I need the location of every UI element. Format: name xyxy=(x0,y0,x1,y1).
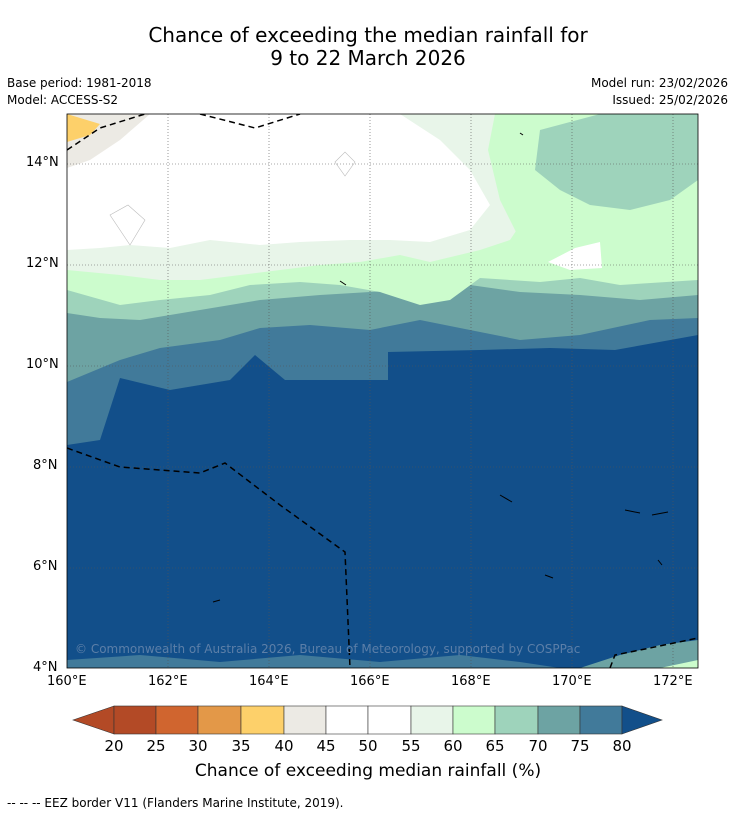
lon-tick-164e: 164°E xyxy=(249,674,289,689)
colorbar-label: 70 xyxy=(528,737,548,755)
region-50-e xyxy=(548,242,602,270)
colorbar-bin-60 xyxy=(452,705,496,735)
colorbar-bin-75 xyxy=(579,705,623,735)
lat-tick-14n: 14°N xyxy=(26,155,59,170)
colorbar-label: 50 xyxy=(358,737,378,755)
base-period: Base period: 1981-2018 xyxy=(7,76,152,90)
island-white-1 xyxy=(109,204,146,246)
colorbar-bin-40 xyxy=(283,705,327,735)
colorbar-label: 40 xyxy=(274,737,294,755)
lat-tick-10n: 10°N xyxy=(26,357,59,372)
colorbar-bin-20 xyxy=(113,705,157,735)
region-75-sw xyxy=(67,655,560,668)
region-35-nw xyxy=(67,114,100,142)
lat-tick-4n: 4°N xyxy=(33,660,58,675)
map-frame xyxy=(66,113,699,669)
colorbar xyxy=(72,705,663,735)
colorbar-label: 25 xyxy=(146,737,166,755)
chart-title-line2: 9 to 22 March 2026 xyxy=(270,46,466,70)
chart-title-line1: Chance of exceeding the median rainfall … xyxy=(148,23,588,47)
colorbar-label: 80 xyxy=(612,737,632,755)
colorbar-label: 55 xyxy=(401,737,421,755)
region-60-se xyxy=(660,660,698,668)
island-white-2 xyxy=(334,151,356,177)
issued-date: Issued: 25/02/2026 xyxy=(612,93,728,107)
colorbar-bin-70 xyxy=(537,705,581,735)
lon-tick-162e: 162°E xyxy=(148,674,188,689)
model-run: Model run: 23/02/2026 xyxy=(590,76,728,90)
lon-tick-170e: 170°E xyxy=(552,674,592,689)
lon-tick-168e: 168°E xyxy=(451,674,491,689)
copyright-notice: © Commonwealth of Australia 2026, Bureau… xyxy=(75,642,580,656)
colorbar-bin-50 xyxy=(367,705,412,735)
lat-tick-12n: 12°N xyxy=(26,256,59,271)
colorbar-title: Chance of exceeding median rainfall (%) xyxy=(194,761,542,781)
colorbar-bin-30 xyxy=(197,705,242,735)
region-65-ne xyxy=(535,114,698,210)
colorbar-upper-arrow xyxy=(621,705,663,735)
lon-tick-160e: 160°E xyxy=(47,674,87,689)
lat-tick-6n: 6°N xyxy=(33,559,58,574)
region-60-ne xyxy=(488,114,698,255)
colorbar-label: 75 xyxy=(570,737,590,755)
colorbar-bin-25 xyxy=(155,705,199,735)
colorbar-lower-arrow xyxy=(72,705,115,735)
colorbar-bin-45 xyxy=(325,705,369,735)
colorbar-label: 30 xyxy=(188,737,208,755)
lon-tick-166e: 166°E xyxy=(350,674,390,689)
region-50 xyxy=(67,114,490,250)
model-name: Model: ACCESS-S2 xyxy=(7,93,119,107)
colorbar-label: 65 xyxy=(485,737,505,755)
colorbar-label: 60 xyxy=(443,737,463,755)
lon-tick-172e: 172°E xyxy=(653,674,693,689)
colorbar-label: 35 xyxy=(231,737,251,755)
map-plot-area: © Commonwealth of Australia 2026, Bureau… xyxy=(67,114,698,668)
gridlines xyxy=(67,114,698,668)
eez-border xyxy=(67,114,698,668)
eez-legend-note: -- -- -- EEZ border V11 (Flanders Marine… xyxy=(7,796,344,810)
region-70-se xyxy=(580,640,698,668)
islands xyxy=(212,132,669,603)
lat-tick-8n: 8°N xyxy=(33,458,58,473)
colorbar-bin-35 xyxy=(240,705,285,735)
colorbar-bin-65 xyxy=(494,705,539,735)
colorbar-bin-55 xyxy=(410,705,454,735)
colorbar-label: 20 xyxy=(104,737,124,755)
colorbar-label: 45 xyxy=(316,737,336,755)
